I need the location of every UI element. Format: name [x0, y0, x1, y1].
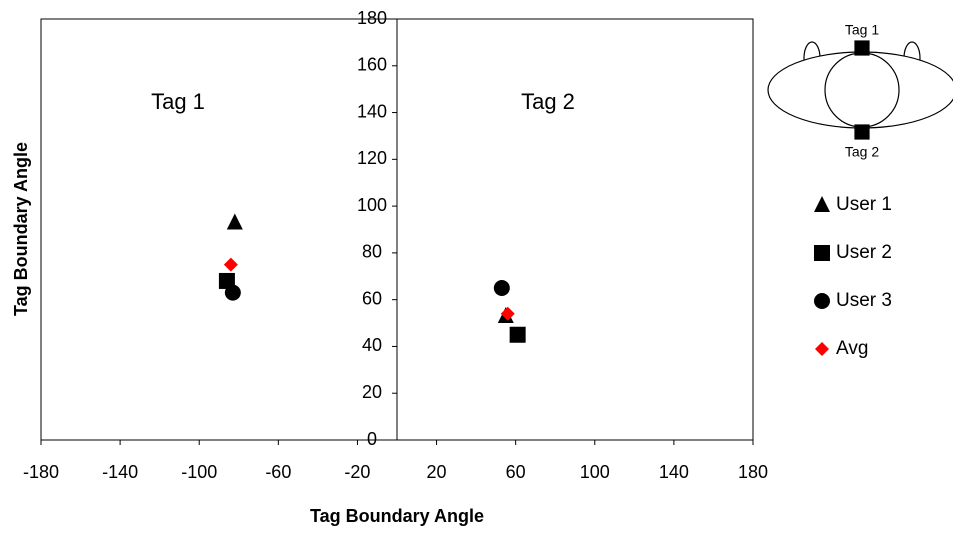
legend-label: User 3	[836, 290, 892, 311]
marker-diamond	[500, 306, 515, 321]
x-tick-label: 140	[659, 462, 689, 482]
x-axis-title: Tag Boundary Angle	[310, 506, 484, 526]
marker-triangle	[226, 213, 243, 230]
x-tick-label: 180	[738, 462, 768, 482]
marker-triangle	[814, 196, 830, 212]
marker-diamond	[223, 257, 238, 272]
marker-square	[814, 245, 830, 261]
tag-square	[854, 124, 870, 140]
diagram-label: Tag 1	[845, 22, 879, 38]
y-tick-label: 140	[357, 101, 387, 121]
marker-circle	[493, 279, 510, 296]
marker-circle	[814, 293, 830, 309]
x-tick-label: -60	[265, 462, 291, 482]
y-tick-label: 180	[357, 8, 387, 28]
x-tick-label: 20	[427, 462, 447, 482]
x-tick-label: 100	[580, 462, 610, 482]
x-tick-label: -180	[23, 462, 59, 482]
y-tick-label: 60	[362, 288, 382, 308]
tag-square	[854, 40, 870, 56]
y-tick-label: 120	[357, 148, 387, 168]
marker-square	[509, 326, 526, 343]
x-tick-label: -100	[181, 462, 217, 482]
x-tick-label: 60	[506, 462, 526, 482]
annotation: Tag 2	[521, 89, 575, 114]
y-tick-label: 80	[362, 242, 382, 262]
legend-label: User 2	[836, 242, 892, 263]
legend-label: Avg	[836, 338, 868, 359]
marker-circle	[224, 284, 241, 301]
marker-diamond	[815, 342, 829, 356]
y-tick-label: 40	[362, 335, 382, 355]
diagram-label: Tag 2	[845, 144, 879, 160]
x-tick-label: -140	[102, 462, 138, 482]
y-tick-label: 100	[357, 195, 387, 215]
legend-label: User 1	[836, 194, 892, 215]
y-tick-label: 0	[367, 429, 377, 449]
y-axis-title: Tag Boundary Angle	[11, 142, 31, 316]
x-tick-label: -20	[344, 462, 370, 482]
head-circle	[824, 52, 900, 128]
y-tick-label: 160	[357, 55, 387, 75]
annotation: Tag 1	[151, 89, 205, 114]
y-tick-label: 20	[362, 382, 382, 402]
head-diagram	[767, 40, 953, 140]
